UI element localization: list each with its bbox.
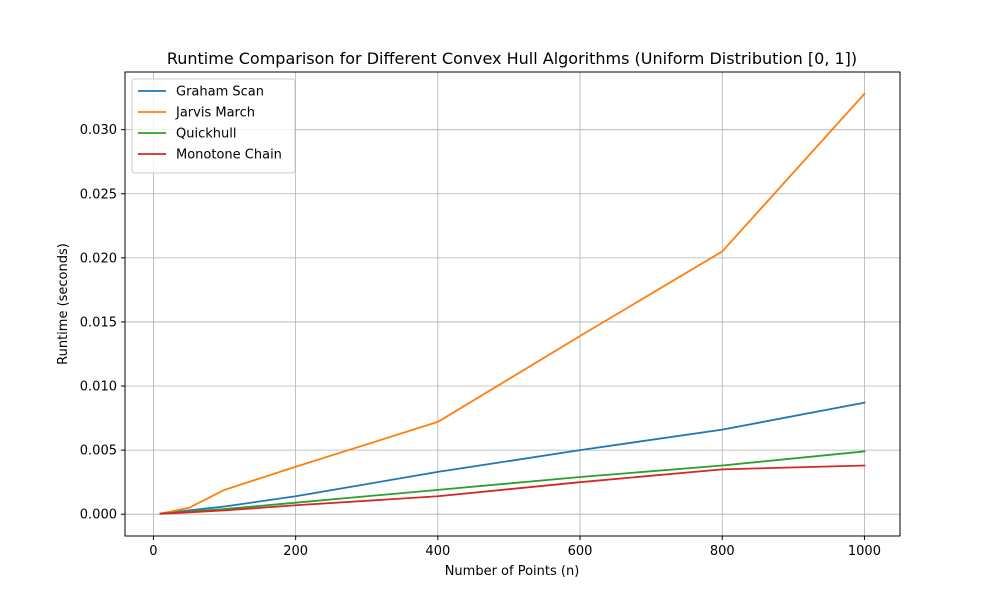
legend: Graham Scan Jarvis March Quickhull Monotone…	[131, 78, 296, 174]
x-tick-label: 200	[283, 544, 308, 559]
series-lines	[159, 92, 866, 515]
grid-lines	[125, 72, 900, 536]
x-tick-label: 1000	[848, 544, 881, 559]
legend-label: Jarvis March	[175, 106, 255, 121]
series-line-graham-scan	[159, 401, 866, 515]
x-axis-label: Number of Points (n)	[445, 564, 580, 579]
y-axis-ticks: 0.000 0.005 0.010 0.015 0.020 0.025 0.030	[80, 123, 125, 523]
x-tick-label: 400	[425, 544, 450, 559]
legend-label: Quickhull	[176, 127, 236, 142]
series-line-jarvis-march	[159, 92, 866, 515]
legend-box	[131, 78, 296, 174]
x-tick-label: 800	[710, 544, 735, 559]
plot-area-frame	[124, 71, 901, 537]
chart-title: Runtime Comparison for Different Convex …	[167, 49, 857, 68]
y-tick-label: 0.005	[80, 444, 117, 459]
y-tick-label: 0.000	[80, 508, 117, 523]
legend-label: Monotone Chain	[176, 148, 282, 163]
y-tick-label: 0.030	[80, 123, 117, 138]
legend-label: Graham Scan	[176, 85, 264, 100]
x-tick-label: 600	[568, 544, 593, 559]
y-tick-label: 0.025	[80, 187, 117, 202]
y-tick-label: 0.010	[80, 380, 117, 395]
series-line-monotone-chain	[159, 464, 866, 515]
y-tick-label: 0.020	[80, 251, 117, 266]
y-tick-label: 0.015	[80, 315, 117, 330]
y-axis-label: Runtime (seconds)	[56, 243, 71, 365]
x-tick-label: 0	[149, 544, 157, 559]
x-axis-ticks: 0 200 400 600 800 1000	[149, 536, 881, 559]
